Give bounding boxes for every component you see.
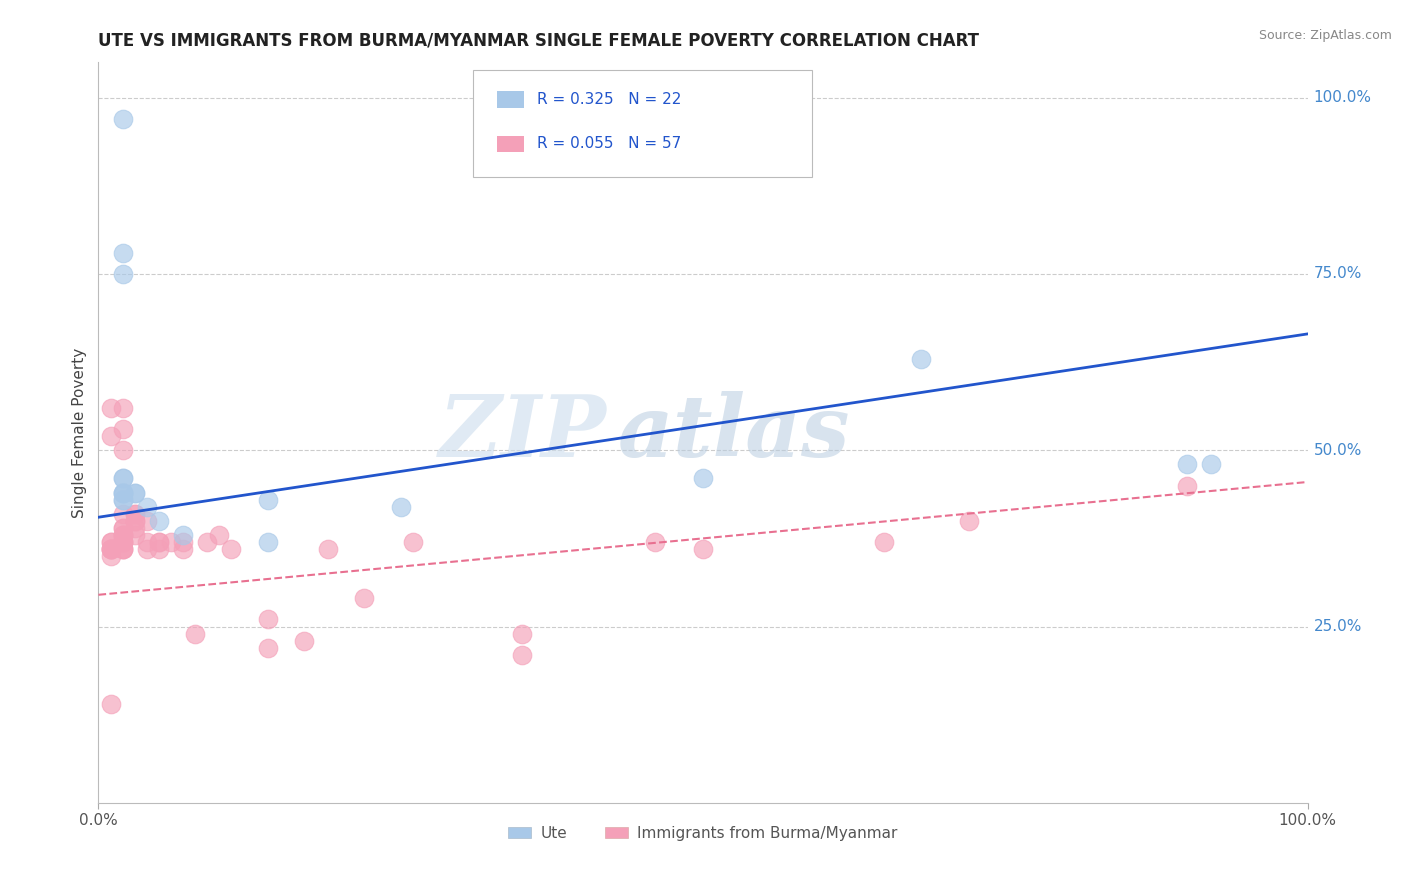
Point: [111, 267, 134, 281]
Point: [100, 541, 122, 556]
Point: [148, 535, 170, 549]
Point: [111, 541, 134, 556]
Point: [148, 535, 170, 549]
Point: [111, 471, 134, 485]
Point: [124, 528, 146, 542]
Point: [111, 535, 134, 549]
Text: 75.0%: 75.0%: [1313, 267, 1362, 282]
Point: [100, 541, 122, 556]
Point: [111, 112, 134, 126]
Point: [111, 521, 134, 535]
Point: [135, 541, 157, 556]
Legend: Ute, Immigrants from Burma/Myanmar: Ute, Immigrants from Burma/Myanmar: [502, 820, 904, 847]
Point: [100, 535, 122, 549]
Point: [100, 429, 122, 443]
Point: [111, 535, 134, 549]
Point: [402, 535, 425, 549]
Text: 25.0%: 25.0%: [1313, 619, 1362, 634]
Point: [111, 245, 134, 260]
Point: [111, 485, 134, 500]
Point: [111, 507, 134, 521]
Point: [644, 535, 666, 549]
Point: [111, 422, 134, 436]
Text: R = 0.325   N = 22: R = 0.325 N = 22: [537, 92, 682, 107]
Point: [172, 535, 194, 549]
Point: [124, 514, 146, 528]
Point: [316, 541, 339, 556]
Point: [111, 443, 134, 458]
Point: [111, 528, 134, 542]
Point: [135, 535, 157, 549]
Text: UTE VS IMMIGRANTS FROM BURMA/MYANMAR SINGLE FEMALE POVERTY CORRELATION CHART: UTE VS IMMIGRANTS FROM BURMA/MYANMAR SIN…: [98, 31, 980, 49]
Point: [100, 697, 122, 711]
Point: [510, 626, 533, 640]
Point: [195, 535, 218, 549]
Point: [111, 401, 134, 415]
FancyBboxPatch shape: [474, 70, 811, 178]
Point: [172, 541, 194, 556]
Point: [100, 549, 122, 563]
Text: R = 0.055   N = 57: R = 0.055 N = 57: [537, 136, 682, 152]
Point: [100, 541, 122, 556]
Point: [124, 521, 146, 535]
Point: [256, 535, 278, 549]
Point: [172, 528, 194, 542]
Point: [692, 541, 714, 556]
Text: Source: ZipAtlas.com: Source: ZipAtlas.com: [1258, 29, 1392, 42]
Point: [111, 528, 134, 542]
Y-axis label: Single Female Poverty: Single Female Poverty: [72, 348, 87, 517]
Point: [160, 535, 183, 549]
Point: [135, 514, 157, 528]
Point: [124, 485, 146, 500]
Point: [256, 492, 278, 507]
Point: [1175, 458, 1198, 472]
Point: [292, 633, 315, 648]
Point: [353, 591, 375, 606]
Point: [124, 485, 146, 500]
Point: [111, 535, 134, 549]
Point: [148, 541, 170, 556]
Point: [111, 471, 134, 485]
Point: [100, 401, 122, 415]
Point: [111, 485, 134, 500]
Text: ZIP: ZIP: [439, 391, 606, 475]
Point: [100, 541, 122, 556]
Point: [124, 507, 146, 521]
Point: [111, 485, 134, 500]
Text: atlas: atlas: [619, 391, 851, 475]
Point: [111, 492, 134, 507]
Point: [221, 541, 243, 556]
Point: [111, 541, 134, 556]
Text: 50.0%: 50.0%: [1313, 442, 1362, 458]
Point: [111, 492, 134, 507]
Point: [111, 521, 134, 535]
Point: [873, 535, 896, 549]
Point: [1199, 458, 1222, 472]
Point: [389, 500, 412, 514]
Point: [111, 528, 134, 542]
Point: [124, 507, 146, 521]
Point: [957, 514, 980, 528]
Point: [148, 514, 170, 528]
Point: [256, 640, 278, 655]
Point: [111, 541, 134, 556]
Point: [256, 612, 278, 626]
Point: [124, 514, 146, 528]
Point: [1175, 478, 1198, 492]
Text: 100.0%: 100.0%: [1313, 90, 1372, 105]
Point: [510, 648, 533, 662]
Point: [910, 351, 932, 366]
FancyBboxPatch shape: [498, 91, 524, 108]
Point: [135, 500, 157, 514]
Point: [208, 528, 231, 542]
Point: [692, 471, 714, 485]
Point: [100, 535, 122, 549]
Point: [184, 626, 207, 640]
FancyBboxPatch shape: [498, 136, 524, 152]
